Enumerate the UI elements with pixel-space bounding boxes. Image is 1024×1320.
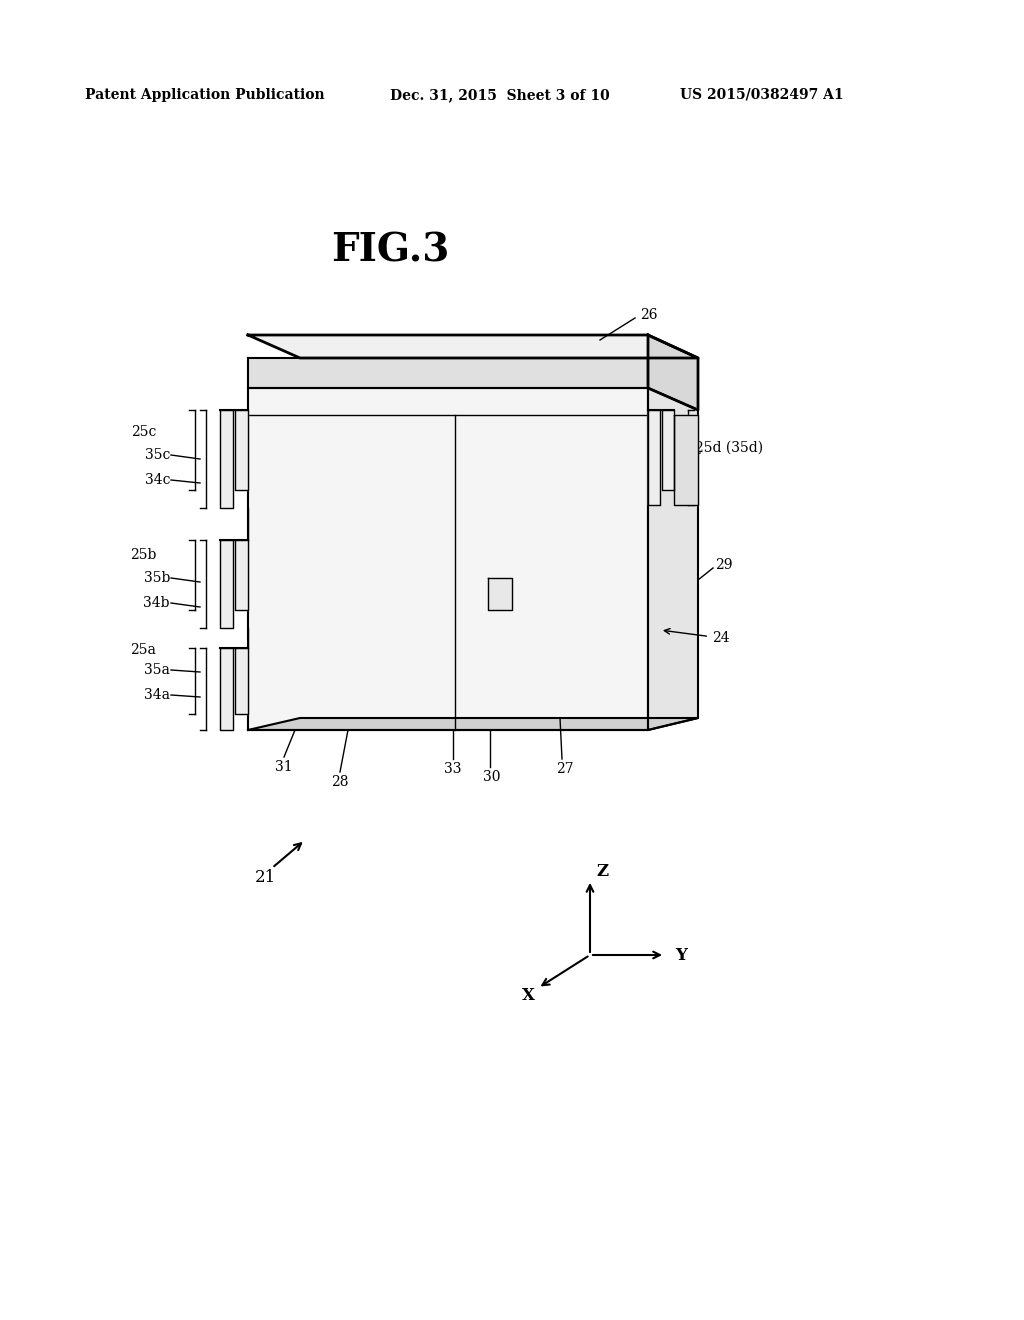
Polygon shape	[234, 648, 248, 714]
Text: 33: 33	[444, 762, 462, 776]
Polygon shape	[248, 358, 648, 388]
Text: Patent Application Publication: Patent Application Publication	[85, 88, 325, 102]
Text: 24: 24	[665, 628, 730, 645]
Polygon shape	[648, 388, 698, 730]
Text: 34b: 34b	[143, 597, 170, 610]
Text: Dec. 31, 2015  Sheet 3 of 10: Dec. 31, 2015 Sheet 3 of 10	[390, 88, 609, 102]
Polygon shape	[234, 411, 248, 490]
Polygon shape	[248, 388, 648, 730]
Polygon shape	[220, 648, 233, 730]
Text: 34a: 34a	[144, 688, 170, 702]
Text: 25c: 25c	[131, 425, 156, 440]
Polygon shape	[248, 335, 698, 358]
Polygon shape	[220, 411, 233, 508]
Text: 29: 29	[715, 558, 732, 572]
Text: 35a: 35a	[144, 663, 170, 677]
Text: 35b: 35b	[143, 572, 170, 585]
Text: Z: Z	[596, 863, 608, 880]
Polygon shape	[220, 540, 233, 628]
Text: 26: 26	[640, 308, 657, 322]
Text: 28: 28	[331, 775, 349, 789]
Text: 30: 30	[483, 770, 501, 784]
Text: US 2015/0382497 A1: US 2015/0382497 A1	[680, 88, 844, 102]
Text: 34c: 34c	[144, 473, 170, 487]
Text: FIG.3: FIG.3	[331, 231, 450, 269]
Polygon shape	[248, 718, 698, 730]
Text: 25b: 25b	[130, 548, 156, 562]
Text: 27: 27	[556, 762, 573, 776]
Text: 31: 31	[275, 760, 293, 774]
Text: 21: 21	[255, 870, 276, 887]
Text: 25d (35d): 25d (35d)	[695, 441, 763, 455]
Polygon shape	[662, 411, 674, 490]
Text: 35c: 35c	[144, 447, 170, 462]
Polygon shape	[488, 578, 512, 610]
Polygon shape	[234, 540, 248, 610]
Polygon shape	[648, 335, 698, 411]
Text: X: X	[522, 986, 535, 1003]
Polygon shape	[648, 411, 660, 506]
Polygon shape	[674, 414, 698, 506]
Text: 25a: 25a	[130, 643, 156, 657]
Text: Y: Y	[675, 946, 687, 964]
